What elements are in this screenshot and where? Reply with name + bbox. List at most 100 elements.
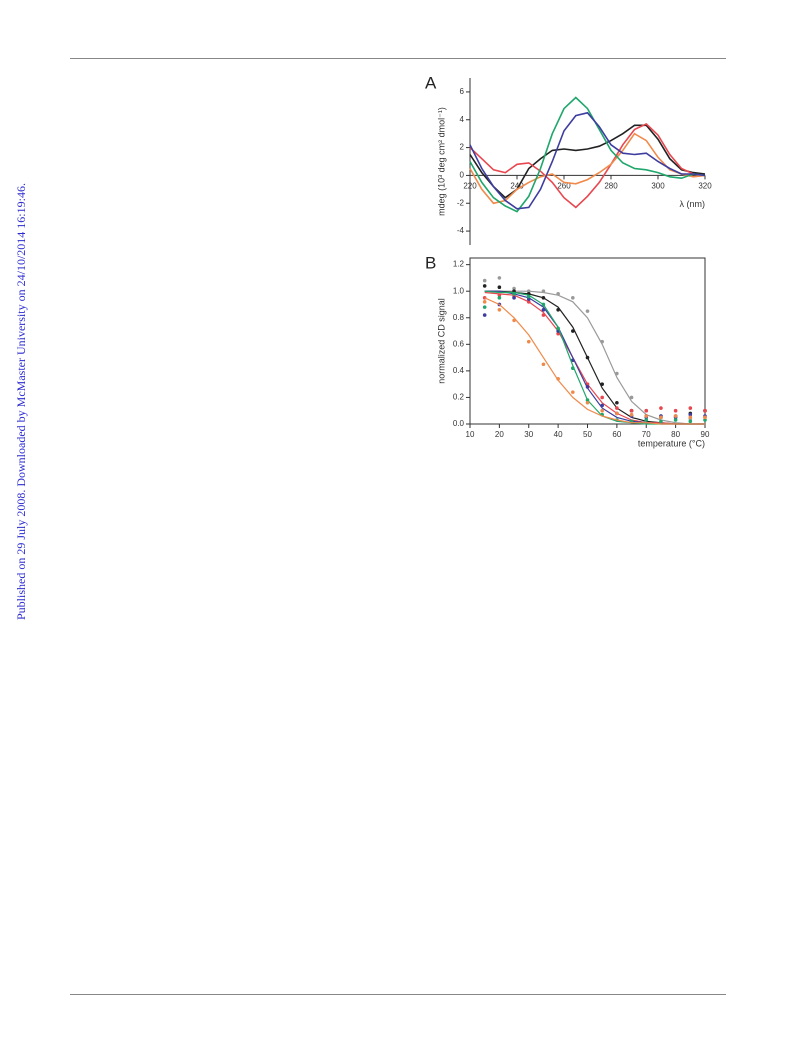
data-point [659, 406, 663, 410]
data-point [629, 412, 634, 417]
data-point [673, 408, 678, 413]
x-tick-label: 280 [604, 182, 618, 191]
cd-spectrum [469, 111, 706, 210]
fit-curve [484, 290, 705, 425]
x-tick-label: 10 [466, 430, 475, 439]
data-point [585, 309, 590, 313]
fit-curve [484, 290, 705, 425]
data-point [673, 414, 678, 418]
y-tick-label: 0.8 [453, 313, 465, 322]
x-tick-label: 80 [671, 430, 680, 439]
data-point [600, 408, 604, 413]
x-tick-label: 50 [583, 430, 592, 439]
data-point [644, 408, 649, 413]
y-tick-label: 1.2 [453, 260, 465, 269]
data-point [526, 300, 531, 304]
data-point [541, 289, 546, 294]
x-tick-label: 320 [698, 182, 712, 191]
data-point [556, 331, 560, 336]
data-point [482, 278, 487, 283]
data-point [688, 406, 693, 410]
data-point [556, 292, 560, 296]
data-point [600, 339, 604, 344]
y-tick-label: 0.2 [453, 393, 465, 402]
x-tick-label: 60 [612, 430, 621, 439]
data-point [497, 293, 502, 297]
y-tick-label: 0.4 [453, 366, 465, 375]
data-point [541, 296, 546, 300]
data-point [585, 385, 590, 389]
fit-curve [484, 290, 705, 425]
data-point [482, 305, 487, 309]
data-point [615, 406, 619, 410]
data-point [571, 390, 575, 394]
data-point [497, 307, 502, 312]
data-point [526, 289, 531, 294]
data-point [629, 408, 634, 413]
data-point [526, 339, 531, 344]
data-point [497, 296, 502, 300]
bottom-rule [70, 994, 726, 995]
data-point [585, 400, 590, 405]
data-point [482, 313, 487, 317]
x-tick-label: 90 [701, 430, 710, 439]
fit-curve [484, 291, 705, 425]
data-point [615, 371, 619, 376]
x-axis-title: temperature (°C) [638, 438, 705, 448]
data-point [688, 419, 693, 424]
data-point [615, 411, 619, 416]
data-point [673, 418, 678, 422]
data-point [600, 403, 604, 408]
data-point [585, 355, 590, 360]
data-point [703, 418, 707, 422]
data-point [556, 326, 560, 331]
data-point [482, 284, 487, 288]
x-tick-label: 300 [651, 182, 665, 191]
y-tick-label: 2 [460, 143, 465, 152]
data-point [541, 313, 546, 317]
y-tick-label: 0.6 [453, 339, 465, 348]
panel-label: A [425, 73, 437, 92]
cd-spectrum [469, 96, 706, 213]
y-tick-label: 0 [460, 171, 465, 180]
cd-spectrum [469, 122, 706, 209]
data-point [541, 362, 546, 367]
data-point [659, 419, 663, 424]
data-point [644, 414, 649, 418]
x-tick-label: 30 [524, 430, 533, 439]
cd-spectrum [469, 124, 706, 199]
data-point [512, 292, 516, 296]
data-point [703, 415, 707, 420]
y-tick-label: 0.0 [453, 419, 465, 428]
data-point [571, 329, 575, 333]
data-point [571, 358, 575, 363]
data-point [541, 307, 546, 312]
data-point [526, 297, 531, 301]
y-tick-label: 1.0 [453, 286, 465, 295]
data-point [541, 302, 546, 307]
y-tick-label: 4 [460, 115, 465, 124]
data-point [688, 412, 693, 417]
data-point [512, 296, 516, 300]
fit-curve [484, 290, 705, 425]
data-point [659, 415, 663, 420]
data-point [482, 300, 487, 304]
data-point [629, 395, 634, 400]
y-tick-label: -4 [457, 226, 465, 235]
y-tick-label: 6 [460, 87, 465, 96]
fit-curve [484, 297, 705, 425]
data-point [585, 398, 590, 402]
x-tick-label: 220 [463, 182, 477, 191]
data-point [600, 382, 604, 386]
data-point [556, 377, 560, 381]
y-axis-title: normalized CD signal [436, 298, 446, 384]
data-point [556, 307, 560, 312]
x-tick-label: 240 [510, 182, 524, 191]
y-tick-label: -2 [457, 198, 465, 207]
data-point [497, 285, 502, 290]
data-point [600, 395, 604, 400]
x-tick-label: 70 [642, 430, 651, 439]
x-tick-label: 40 [554, 430, 563, 439]
